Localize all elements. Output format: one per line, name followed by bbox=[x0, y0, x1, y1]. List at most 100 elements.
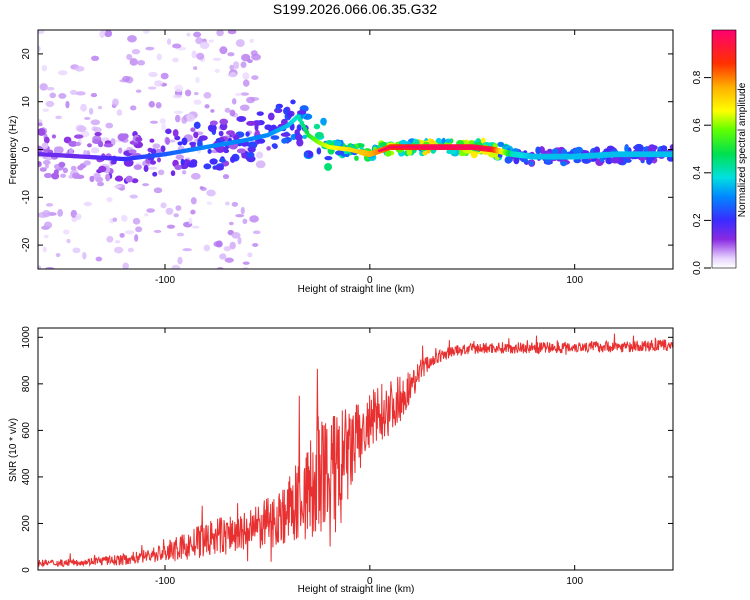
heatmap-cell bbox=[193, 131, 199, 139]
heatmap-noise-cell bbox=[223, 246, 232, 252]
heatmap-noise-cell bbox=[199, 41, 210, 49]
heatmap-cell bbox=[223, 146, 229, 152]
heatmap-noise-cell bbox=[168, 139, 176, 143]
heatmap-cell bbox=[44, 136, 50, 144]
heatmap-noise-cell bbox=[184, 89, 192, 97]
heatmap-cell bbox=[60, 173, 67, 178]
heatmap-cell bbox=[497, 141, 505, 148]
heatmap-noise-cell bbox=[161, 123, 167, 131]
heatmap-cell bbox=[174, 164, 182, 171]
heatmap-cell bbox=[75, 174, 85, 180]
heatmap-noise-cell bbox=[242, 79, 250, 87]
heatmap-noise-cell bbox=[251, 75, 259, 80]
heatmap-noise-cell bbox=[66, 238, 71, 244]
heatmap-noise-cell bbox=[166, 38, 172, 46]
heatmap-noise-cell bbox=[214, 68, 220, 73]
heatmap-cell bbox=[77, 165, 84, 171]
heatmap-noise-cell bbox=[72, 247, 81, 254]
heatmap-noise-cell bbox=[90, 119, 101, 126]
heatmap-noise-cell bbox=[219, 46, 228, 55]
heatmap-cell bbox=[156, 157, 161, 163]
heatmap-cell bbox=[39, 167, 47, 172]
heatmap-cell bbox=[51, 134, 57, 139]
heatmap-cell bbox=[75, 141, 81, 147]
spectrogram-ytick-label: 0 bbox=[21, 146, 32, 152]
heatmap-noise-cell bbox=[203, 92, 212, 99]
heatmap-noise-cell bbox=[172, 57, 179, 63]
heatmap-noise-cell bbox=[130, 105, 137, 111]
heatmap-noise-cell bbox=[143, 30, 150, 34]
heatmap-noise-cell bbox=[229, 241, 236, 250]
heatmap-noise-cell bbox=[116, 109, 123, 116]
heatmap-noise-cell bbox=[38, 30, 45, 35]
heatmap-cell bbox=[165, 137, 170, 145]
heatmap-cell bbox=[297, 110, 307, 115]
heatmap-cell bbox=[131, 178, 139, 184]
heatmap-noise-cell bbox=[239, 104, 250, 111]
heatmap-noise-cell bbox=[119, 232, 125, 238]
heatmap-cell bbox=[68, 140, 78, 147]
heatmap-noise-cell bbox=[227, 30, 237, 35]
heatmap-noise-cell bbox=[242, 72, 250, 80]
heatmap-noise-cell bbox=[190, 197, 197, 205]
heatmap-noise-cell bbox=[237, 236, 242, 245]
heatmap-noise-cell bbox=[222, 174, 230, 180]
colorbar-tick-label: 0.2 bbox=[692, 213, 703, 227]
heatmap-noise-cell bbox=[75, 213, 82, 220]
heatmap-cell bbox=[160, 145, 166, 153]
heatmap-cell bbox=[535, 146, 541, 155]
heatmap-noise-cell bbox=[90, 93, 98, 98]
heatmap-cell bbox=[89, 175, 95, 183]
heatmap-noise-cell bbox=[215, 240, 223, 248]
heatmap-cell bbox=[332, 140, 342, 146]
heatmap-noise-cell bbox=[41, 64, 48, 72]
heatmap-noise-cell bbox=[58, 70, 68, 76]
heatmap-noise-cell bbox=[196, 52, 205, 60]
heatmap-noise-cell bbox=[227, 52, 235, 57]
heatmap-noise-cell bbox=[231, 232, 241, 239]
heatmap-noise-cell bbox=[42, 246, 47, 253]
heatmap-noise-cell bbox=[38, 45, 41, 53]
heatmap-noise-cell bbox=[229, 109, 236, 117]
heatmap-cell bbox=[422, 151, 428, 156]
heatmap-noise-cell bbox=[144, 213, 149, 217]
heatmap-cell bbox=[270, 124, 277, 131]
heatmap-cell bbox=[320, 117, 327, 126]
heatmap-noise-cell bbox=[70, 209, 78, 218]
heatmap-noise-cell bbox=[65, 100, 70, 109]
heatmap-cell bbox=[133, 164, 142, 170]
heatmap-noise-cell bbox=[235, 214, 245, 218]
heatmap-noise-cell bbox=[166, 224, 176, 229]
heatmap-noise-cell bbox=[99, 30, 105, 38]
heatmap-noise-cell bbox=[191, 225, 200, 229]
heatmap-cell bbox=[313, 123, 321, 130]
heatmap-cell bbox=[324, 162, 332, 171]
heatmap-noise-cell bbox=[105, 122, 114, 129]
heatmap-noise-cell bbox=[62, 229, 70, 235]
heatmap-cell bbox=[193, 121, 201, 129]
heatmap-noise-cell bbox=[82, 251, 87, 260]
heatmap-noise-cell bbox=[129, 194, 138, 199]
heatmap-cell bbox=[270, 135, 280, 140]
heatmap-cell bbox=[245, 151, 255, 158]
heatmap-noise-cell bbox=[152, 143, 161, 149]
heatmap-cell bbox=[95, 176, 104, 183]
spectrogram-xlabel: Height of straight line (km) bbox=[298, 284, 415, 295]
heatmap-noise-cell bbox=[193, 66, 198, 70]
heatmap-noise-cell bbox=[175, 205, 182, 211]
spectrogram-xtick-label: -100 bbox=[155, 275, 175, 286]
heatmap-noise-cell bbox=[186, 32, 191, 37]
heatmap-cell bbox=[209, 120, 218, 126]
heatmap-cell bbox=[624, 158, 632, 163]
heatmap-cell bbox=[441, 137, 446, 145]
heatmap-cell bbox=[203, 163, 212, 170]
colorbar-tick-label: 0.8 bbox=[692, 70, 703, 84]
heatmap-noise-cell bbox=[234, 92, 243, 97]
snr-ytick-label: 0 bbox=[21, 567, 32, 573]
heatmap-cell bbox=[105, 173, 111, 182]
heatmap-noise-cell bbox=[160, 202, 167, 209]
heatmap-noise-cell bbox=[95, 256, 103, 262]
heatmap-cell bbox=[267, 112, 275, 121]
